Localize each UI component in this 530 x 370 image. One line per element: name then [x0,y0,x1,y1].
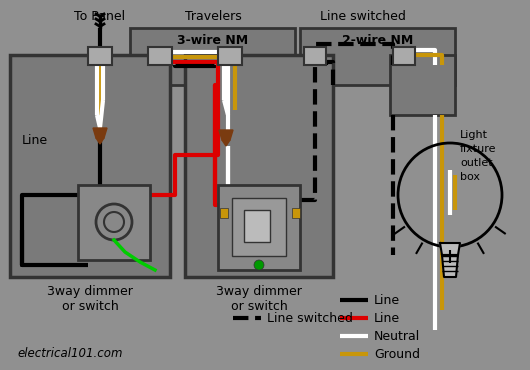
Text: Line: Line [374,312,400,324]
Circle shape [104,212,124,232]
Bar [304,47,326,65]
Text: 3way dimmer
or switch: 3way dimmer or switch [47,285,133,313]
Bar [148,47,172,65]
Text: To Panel: To Panel [74,10,126,23]
Polygon shape [219,130,233,140]
Text: Line: Line [22,134,48,147]
Text: 2-wire NM: 2-wire NM [342,34,413,47]
Text: Line switched: Line switched [320,10,406,23]
Text: Line: Line [374,293,400,306]
Text: Line switched: Line switched [267,312,353,324]
Polygon shape [222,140,230,146]
Bar [220,208,228,218]
Text: 3-wire NM: 3-wire NM [178,34,249,47]
Bar [292,208,300,218]
Circle shape [254,260,264,270]
Bar [10,55,170,277]
Text: 3way dimmer
or switch: 3way dimmer or switch [216,285,302,313]
Bar [390,55,455,115]
Text: Light
fixture
outlet
box: Light fixture outlet box [460,130,497,182]
Polygon shape [440,243,460,255]
Bar [300,28,455,85]
Circle shape [96,204,132,240]
Polygon shape [96,138,104,144]
Polygon shape [93,128,107,138]
Text: electrical101.com: electrical101.com [17,347,123,360]
Bar [232,198,286,256]
Text: Neutral: Neutral [374,330,420,343]
Bar [393,47,415,65]
Bar [218,185,300,270]
Bar [218,47,242,65]
Polygon shape [442,255,458,277]
Bar [130,28,295,85]
Bar [88,47,112,65]
Bar [244,210,270,242]
Text: Travelers: Travelers [184,10,241,23]
Bar [78,185,150,260]
Text: Ground: Ground [374,347,420,360]
Bar [185,55,333,277]
